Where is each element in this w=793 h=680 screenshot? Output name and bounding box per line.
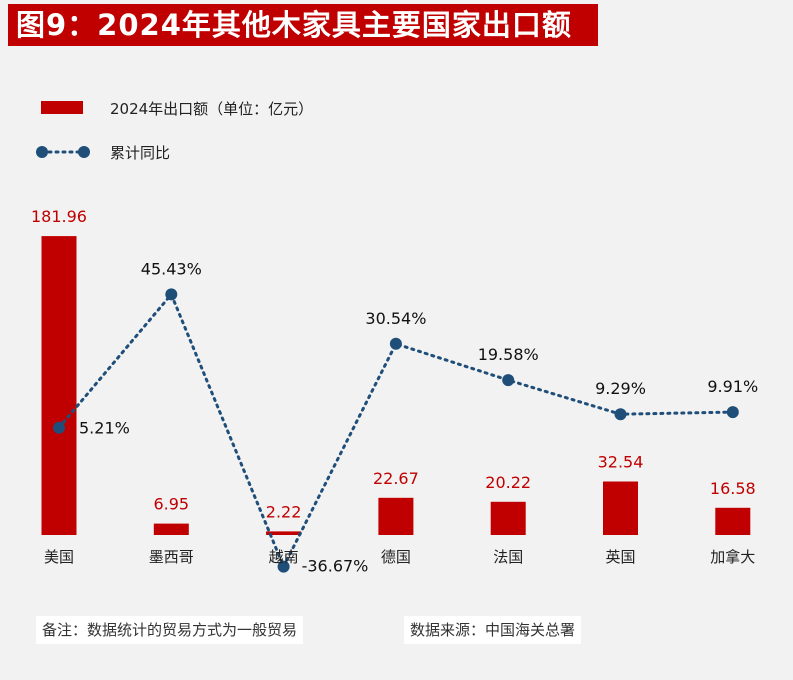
yoy-value-label-4: 19.58% (478, 345, 539, 364)
legend: 2024年出口额（单位：亿元） 累计同比 (36, 100, 313, 162)
bar-5 (603, 481, 638, 535)
category-label-4: 法国 (493, 548, 523, 566)
legend-line-marker-right (78, 146, 90, 158)
yoy-point-1 (165, 288, 178, 301)
bar-value-label-6: 16.58 (710, 479, 756, 498)
yoy-point-0 (53, 421, 65, 434)
category-label-0: 美国 (44, 548, 74, 566)
legend-bar-swatch (41, 101, 83, 114)
category-labels: 美国 墨西哥 越南 德国 法国 英国 加拿大 (44, 548, 755, 566)
yoy-value-label-0: 5.21% (79, 419, 130, 438)
category-label-5: 英国 (605, 548, 635, 566)
category-label-2: 越南 (269, 548, 299, 566)
legend-line-marker-left (36, 146, 48, 158)
yoy-value-label-2: -36.67% (302, 557, 369, 576)
remark-note: 备注：数据统计的贸易方式为一般贸易 (36, 616, 304, 644)
yoy-value-label-1: 45.43% (141, 259, 202, 278)
bar-2 (266, 531, 302, 535)
yoy-point-5 (614, 408, 627, 421)
bar-1 (153, 523, 189, 535)
bar-6 (715, 507, 751, 535)
bar-value-label-1: 6.95 (153, 495, 189, 514)
category-label-3: 德国 (381, 548, 411, 566)
bar-3 (378, 497, 414, 535)
bar-0 (41, 236, 77, 535)
category-label-1: 墨西哥 (149, 548, 194, 566)
yoy-point-4 (502, 374, 515, 387)
bar-value-label-2: 2.22 (266, 502, 302, 521)
legend-line-label: 累计同比 (110, 144, 170, 162)
source-note: 数据来源：中国海关总署 (404, 616, 582, 644)
bar-value-labels: 181.96 6.95 2.22 22.67 20.22 32.54 16.58 (31, 207, 756, 521)
bar-4 (490, 501, 526, 535)
bar-series (41, 236, 751, 535)
yoy-value-label-3: 30.54% (365, 309, 426, 328)
yoy-point-2 (277, 560, 290, 573)
category-label-6: 加拿大 (710, 548, 755, 566)
legend-bar-label: 2024年出口额（单位：亿元） (110, 100, 313, 118)
yoy-value-label-5: 9.29% (595, 379, 646, 398)
chart-title: 图9：2024年其他木家具主要国家出口额 (8, 4, 598, 46)
bar-value-label-3: 22.67 (373, 469, 419, 488)
bar-value-label-5: 32.54 (598, 453, 644, 472)
bar-value-label-4: 20.22 (485, 473, 531, 492)
line-series (53, 288, 739, 573)
bar-value-label-0: 181.96 (31, 207, 87, 226)
yoy-point-3 (389, 337, 402, 350)
yoy-point-6 (726, 406, 739, 419)
yoy-value-label-6: 9.91% (707, 377, 758, 396)
line-value-labels: 5.21% 45.43% -36.67% 30.54% 19.58% 9.29% 9.91% (79, 259, 758, 575)
